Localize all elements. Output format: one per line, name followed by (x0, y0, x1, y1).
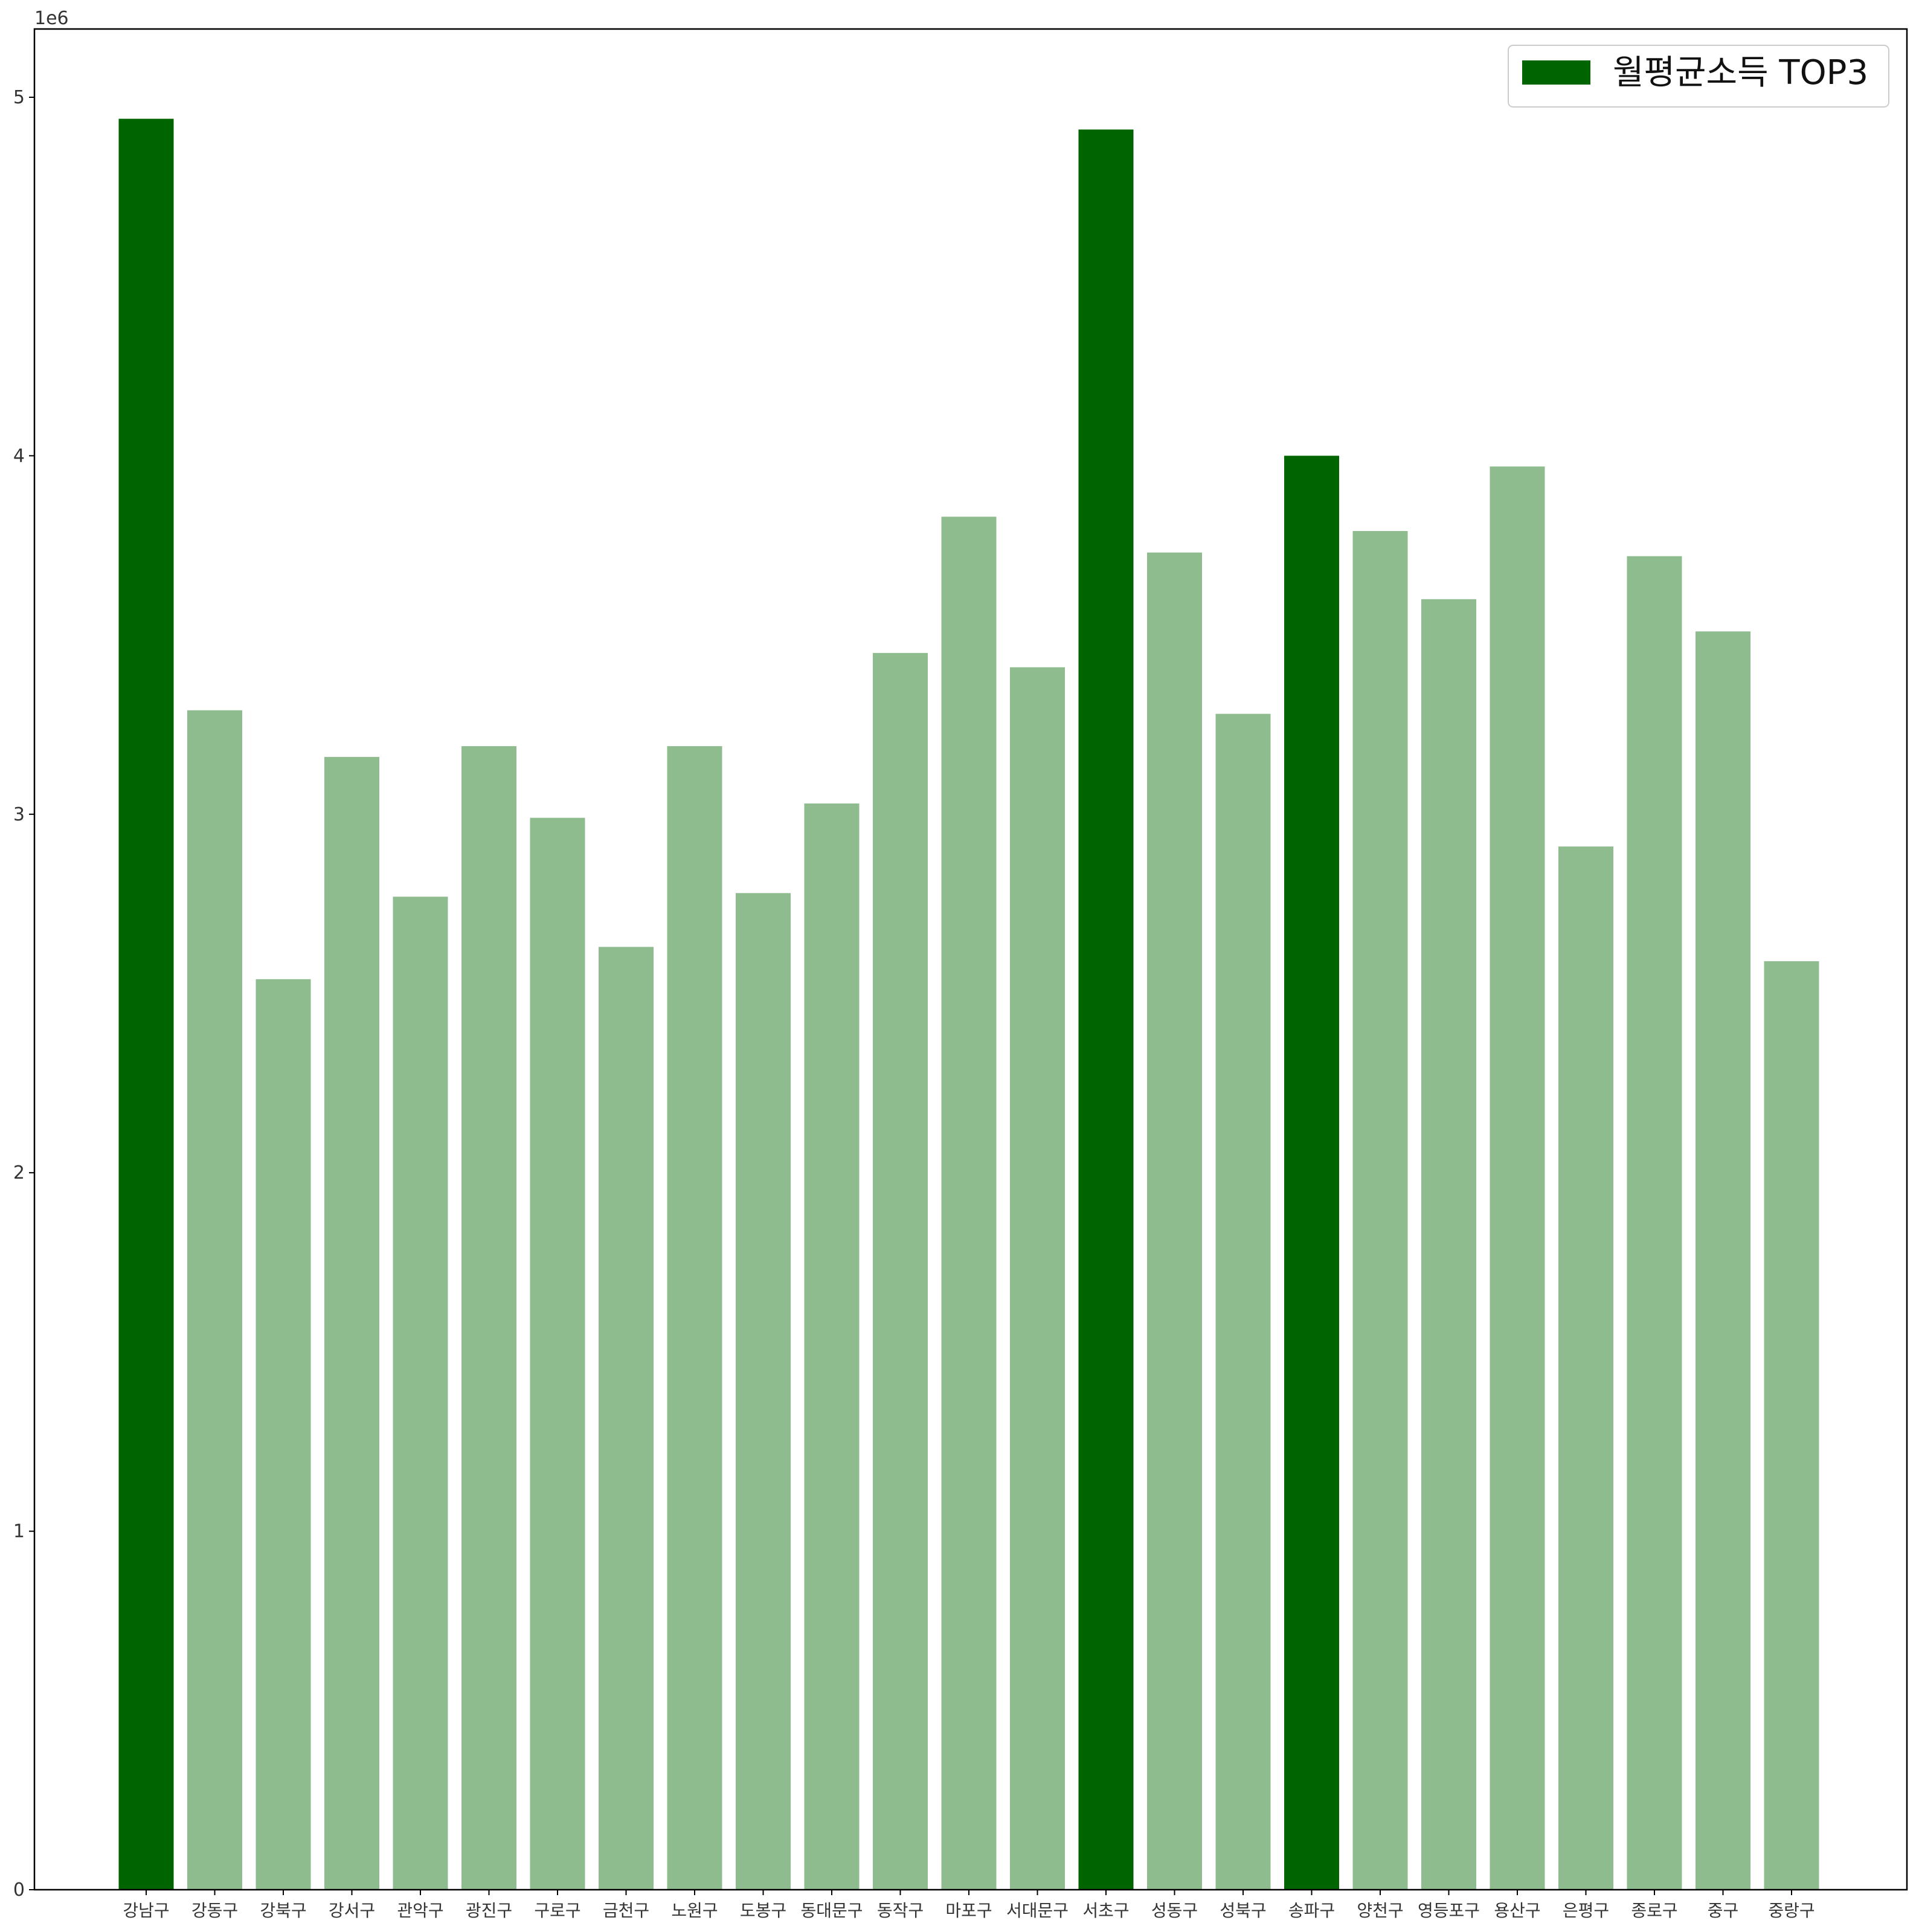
x-tick-label: 동작구 (877, 1901, 924, 1921)
x-tick-label: 은평구 (1563, 1901, 1609, 1921)
bar-서초구 (1078, 129, 1134, 1890)
x-tick-label: 마포구 (945, 1901, 992, 1921)
bar-중구 (1696, 631, 1750, 1890)
bar-구로구 (530, 817, 585, 1890)
y-axis: 0 1 2 3 4 5 (13, 87, 34, 1901)
x-tick-label: 동대문구 (800, 1901, 863, 1921)
y-tick-label: 0 (13, 1879, 25, 1901)
bar-용산구 (1490, 466, 1545, 1890)
bar-영등포구 (1421, 599, 1476, 1890)
legend-label: 월평균소득 TOP3 (1613, 53, 1868, 92)
x-tick-label: 서대문구 (1006, 1901, 1069, 1921)
x-tick-label: 송파구 (1288, 1901, 1335, 1921)
y-axis-offset-text: 1e6 (34, 8, 69, 29)
bar-송파구 (1284, 456, 1339, 1890)
bar-중랑구 (1764, 961, 1819, 1890)
bar-강서구 (324, 756, 379, 1890)
x-tick-label: 영등포구 (1418, 1901, 1480, 1921)
legend-swatch (1522, 60, 1590, 85)
bar-강북구 (256, 979, 311, 1890)
x-tick-label: 서초구 (1082, 1901, 1129, 1921)
y-tick-label: 5 (13, 87, 25, 108)
bar-금천구 (599, 947, 654, 1890)
x-tick-label: 중랑구 (1768, 1901, 1815, 1921)
x-tick-label: 도봉구 (740, 1901, 786, 1921)
bar-강동구 (187, 710, 242, 1890)
x-tick-label: 강북구 (260, 1901, 306, 1921)
y-tick-label: 3 (13, 804, 25, 825)
bar-동작구 (873, 652, 928, 1890)
x-tick-label: 성동구 (1151, 1901, 1198, 1921)
bar-강남구 (118, 118, 174, 1890)
x-axis: 강남구 강동구 강북구 강서구 관악구 광진구 구로구 금천구 노원구 도봉구 동대문구 동작구 마포구… (123, 1890, 1815, 1921)
bar-광진구 (461, 746, 516, 1890)
y-tick-label: 2 (13, 1162, 25, 1183)
bar-성동구 (1147, 552, 1202, 1890)
bar-관악구 (393, 897, 448, 1890)
bar-종로구 (1627, 556, 1682, 1890)
bar-서대문구 (1010, 667, 1065, 1890)
x-tick-label: 용산구 (1494, 1901, 1540, 1921)
x-tick-label: 구로구 (534, 1901, 580, 1921)
bar-양천구 (1352, 531, 1408, 1890)
legend: 월평균소득 TOP3 (1508, 45, 1889, 108)
bar-마포구 (941, 517, 997, 1890)
bar-은평구 (1558, 846, 1613, 1890)
x-tick-label: 금천구 (603, 1901, 649, 1921)
x-tick-label: 양천구 (1357, 1901, 1403, 1921)
x-tick-label: 강동구 (191, 1901, 238, 1921)
legend-box (1508, 45, 1889, 108)
bar-도봉구 (736, 893, 791, 1890)
axes-frame (33, 28, 1908, 1891)
y-tick-label: 4 (13, 445, 25, 466)
y-tick-label: 1 (13, 1521, 25, 1542)
x-tick-label: 중구 (1708, 1901, 1739, 1921)
x-tick-label: 강남구 (123, 1901, 169, 1921)
bar-동대문구 (804, 803, 860, 1890)
x-tick-label: 광진구 (466, 1901, 512, 1921)
x-tick-label: 관악구 (397, 1901, 443, 1921)
x-tick-label: 성북구 (1220, 1901, 1266, 1921)
x-tick-label: 노원구 (671, 1901, 718, 1921)
x-tick-label: 강서구 (329, 1901, 375, 1921)
x-tick-label: 종로구 (1631, 1901, 1677, 1921)
bar-성북구 (1215, 713, 1271, 1890)
bar-노원구 (667, 746, 722, 1890)
bars-group (118, 118, 1819, 1890)
